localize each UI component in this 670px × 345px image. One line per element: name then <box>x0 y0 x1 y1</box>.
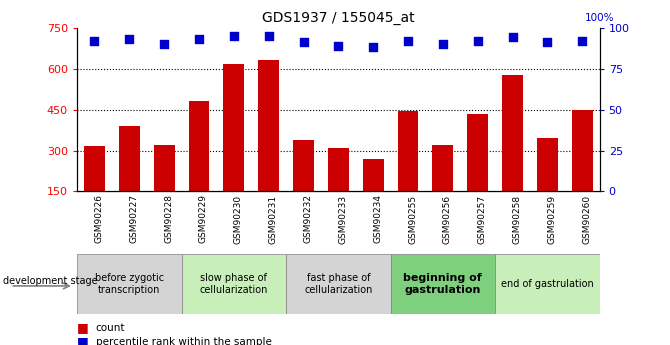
Bar <box>286 254 391 314</box>
Text: GSM90232: GSM90232 <box>304 195 312 244</box>
Text: GSM90229: GSM90229 <box>199 195 208 244</box>
Point <box>507 34 518 40</box>
Point <box>263 33 274 39</box>
Point <box>194 36 204 42</box>
Point <box>89 38 100 43</box>
Text: ■: ■ <box>77 321 89 334</box>
Bar <box>495 254 600 314</box>
Point <box>403 38 413 43</box>
Point <box>368 45 379 50</box>
Point <box>472 38 483 43</box>
Bar <box>77 254 182 314</box>
Point <box>333 43 344 48</box>
Bar <box>328 148 349 233</box>
Text: GSM90258: GSM90258 <box>513 195 521 244</box>
Text: GSM90230: GSM90230 <box>234 195 243 244</box>
Bar <box>502 76 523 233</box>
Text: slow phase of
cellularization: slow phase of cellularization <box>200 273 268 295</box>
Bar <box>293 140 314 233</box>
Text: fast phase of
cellularization: fast phase of cellularization <box>304 273 373 295</box>
Text: GSM90226: GSM90226 <box>94 195 103 244</box>
Point <box>438 41 448 47</box>
Point <box>124 36 135 42</box>
Text: beginning of
gastrulation: beginning of gastrulation <box>403 273 482 295</box>
Bar <box>258 60 279 233</box>
Bar <box>119 126 140 233</box>
Text: percentile rank within the sample: percentile rank within the sample <box>96 337 272 345</box>
Bar <box>397 111 419 233</box>
Bar <box>391 254 495 314</box>
Text: GSM90227: GSM90227 <box>129 195 138 244</box>
Point <box>159 41 170 47</box>
Text: GSM90259: GSM90259 <box>547 195 556 244</box>
Text: development stage: development stage <box>3 276 98 286</box>
Text: count: count <box>96 323 125 333</box>
Bar <box>572 109 593 233</box>
Bar <box>182 254 286 314</box>
Text: GSM90231: GSM90231 <box>269 195 277 244</box>
Point <box>577 38 588 43</box>
Text: end of gastrulation: end of gastrulation <box>501 279 594 289</box>
Bar <box>223 65 245 233</box>
Text: GSM90260: GSM90260 <box>582 195 591 244</box>
Text: GSM90257: GSM90257 <box>478 195 486 244</box>
Text: GSM90234: GSM90234 <box>373 195 382 244</box>
Bar <box>432 145 454 233</box>
Bar <box>467 114 488 233</box>
Text: before zygotic
transcription: before zygotic transcription <box>94 273 164 295</box>
Point <box>298 40 309 45</box>
Bar <box>188 101 210 233</box>
Title: GDS1937 / 155045_at: GDS1937 / 155045_at <box>262 11 415 25</box>
Bar <box>84 146 105 233</box>
Text: 100%: 100% <box>585 13 614 23</box>
Text: GSM90256: GSM90256 <box>443 195 452 244</box>
Text: GSM90228: GSM90228 <box>164 195 173 244</box>
Bar <box>153 145 175 233</box>
Text: GSM90255: GSM90255 <box>408 195 417 244</box>
Bar <box>537 138 558 233</box>
Point <box>542 40 553 45</box>
Text: ■: ■ <box>77 335 89 345</box>
Point <box>228 33 239 39</box>
Text: GSM90233: GSM90233 <box>338 195 347 244</box>
Bar <box>362 159 384 233</box>
